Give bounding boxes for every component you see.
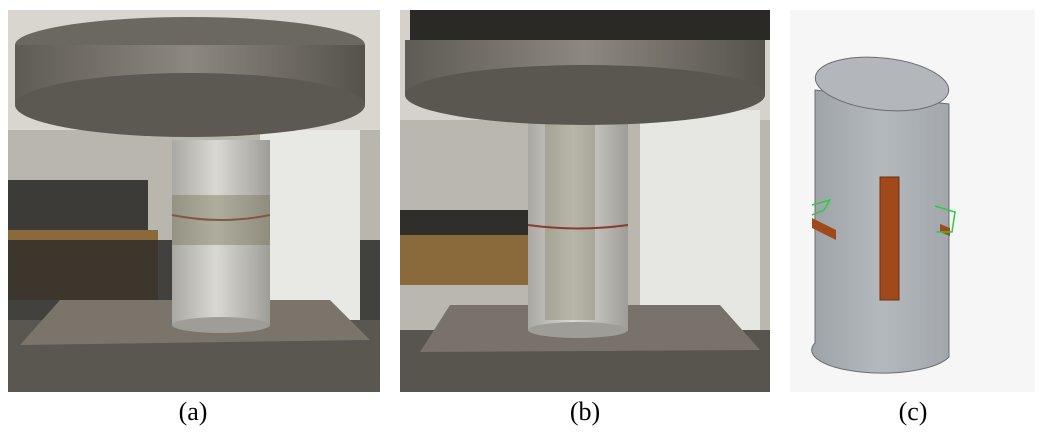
photo-b [400,10,770,392]
caption: (b) [570,397,600,426]
photo-a [8,10,380,392]
caption: (c) [899,397,928,426]
render-c [790,10,1035,392]
caption: (a) [179,397,208,426]
figure: (a) (b) (c) [0,0,1043,433]
